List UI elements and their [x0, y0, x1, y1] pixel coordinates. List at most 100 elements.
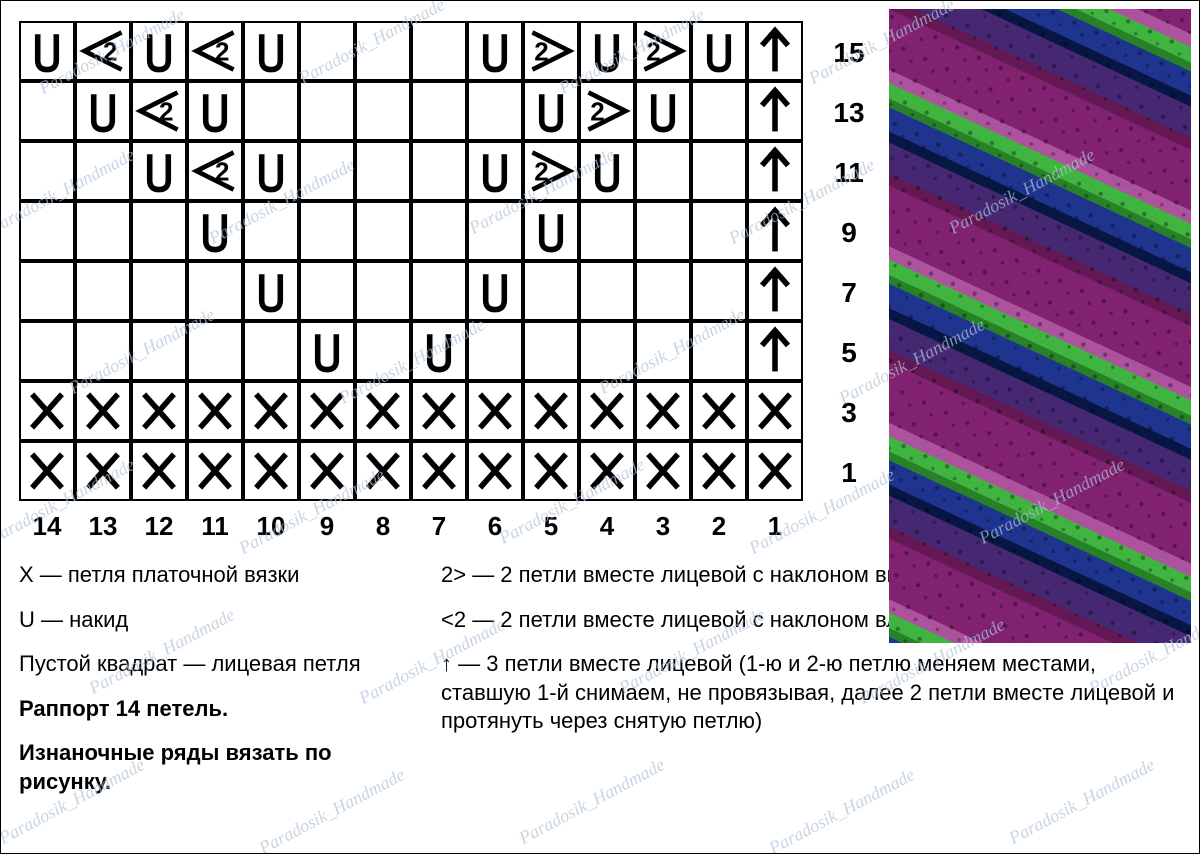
- symbol-knit: [75, 141, 131, 201]
- symbol-knit: [691, 321, 747, 381]
- symbol-knit: [691, 141, 747, 201]
- col-label: 11: [187, 511, 243, 542]
- symbol-yo-icon: [187, 201, 243, 261]
- symbol-knit: [691, 201, 747, 261]
- symbol-garter-icon: [19, 381, 75, 441]
- symbol-k2tog-icon: 2: [635, 21, 691, 81]
- symbol-knit: [467, 201, 523, 261]
- symbol-knit: [411, 201, 467, 261]
- symbol-knit: [355, 261, 411, 321]
- symbol-knit: [355, 201, 411, 261]
- svg-text:2: 2: [215, 36, 229, 66]
- symbol-knit: [75, 261, 131, 321]
- symbol-yo-icon: [635, 81, 691, 141]
- symbol-yo-icon: [691, 21, 747, 81]
- symbol-garter-icon: [131, 441, 187, 501]
- row-label: 13: [829, 97, 869, 129]
- symbol-knit: [19, 321, 75, 381]
- symbol-k2tog-icon: 2: [579, 81, 635, 141]
- symbol-garter-icon: [523, 441, 579, 501]
- symbol-knit: [243, 321, 299, 381]
- symbol-garter-icon: [243, 441, 299, 501]
- svg-text:2: 2: [646, 36, 660, 66]
- knitting-pattern-card: Paradosik_HandmadeParadosik_HandmadePara…: [0, 0, 1200, 854]
- symbol-yo-icon: [243, 141, 299, 201]
- symbol-ssk-icon: 2: [131, 81, 187, 141]
- col-label: 1: [747, 511, 803, 542]
- symbol-knit: [243, 201, 299, 261]
- svg-text:2: 2: [159, 96, 173, 126]
- symbol-knit: [187, 321, 243, 381]
- symbol-knit: [131, 261, 187, 321]
- symbol-garter-icon: [635, 381, 691, 441]
- symbol-garter-icon: [747, 441, 803, 501]
- symbol-knit: [243, 81, 299, 141]
- symbol-knit: [75, 201, 131, 261]
- symbol-yo-icon: [467, 21, 523, 81]
- symbol-garter-icon: [75, 381, 131, 441]
- legend-x: X — петля платочной вязки: [19, 561, 419, 590]
- row-label: 3: [829, 397, 869, 429]
- symbol-garter-icon: [747, 381, 803, 441]
- symbol-knit: [579, 321, 635, 381]
- symbol-knit: [635, 261, 691, 321]
- symbol-knit: [19, 201, 75, 261]
- row-label: 15: [829, 37, 869, 69]
- symbol-yo-icon: [579, 141, 635, 201]
- svg-text:2: 2: [103, 36, 117, 66]
- legend-u: U — накид: [19, 606, 419, 635]
- symbol-garter-icon: [299, 381, 355, 441]
- symbol-cdd-icon: [747, 261, 803, 321]
- col-label: 14: [19, 511, 75, 542]
- symbol-yo-icon: [411, 321, 467, 381]
- symbol-knit: [635, 321, 691, 381]
- symbol-cdd-icon: [747, 141, 803, 201]
- chart-area: 22222222 15131197531: [19, 21, 859, 501]
- symbol-yo-icon: [523, 81, 579, 141]
- symbol-knit: [299, 21, 355, 81]
- symbol-yo-icon: [243, 21, 299, 81]
- symbol-yo-icon: [467, 261, 523, 321]
- symbol-knit: [131, 321, 187, 381]
- symbol-yo-icon: [131, 21, 187, 81]
- symbol-garter-icon: [411, 441, 467, 501]
- symbol-knit: [19, 81, 75, 141]
- sample-photo-svg: [889, 9, 1191, 643]
- symbol-knit: [299, 81, 355, 141]
- symbol-yo-icon: [187, 81, 243, 141]
- symbol-knit: [299, 261, 355, 321]
- symbol-garter-icon: [579, 441, 635, 501]
- watermark-text: Paradosik_Handmade: [1006, 754, 1159, 849]
- symbol-knit: [299, 201, 355, 261]
- symbol-yo-icon: [131, 141, 187, 201]
- symbol-yo-icon: [19, 21, 75, 81]
- symbol-knit: [635, 201, 691, 261]
- symbol-knit: [523, 261, 579, 321]
- col-label: 8: [355, 511, 411, 542]
- symbol-garter-icon: [299, 441, 355, 501]
- col-label: 6: [467, 511, 523, 542]
- symbol-yo-icon: [523, 201, 579, 261]
- symbol-k2tog-icon: 2: [523, 21, 579, 81]
- symbol-garter-icon: [19, 441, 75, 501]
- symbol-k2tog-icon: 2: [523, 141, 579, 201]
- symbol-knit: [19, 261, 75, 321]
- symbol-knit: [467, 81, 523, 141]
- symbol-garter-icon: [691, 381, 747, 441]
- symbol-yo-icon: [75, 81, 131, 141]
- row-label: 7: [829, 277, 869, 309]
- col-label: 2: [691, 511, 747, 542]
- col-label: 3: [635, 511, 691, 542]
- symbol-yo-icon: [467, 141, 523, 201]
- symbol-garter-icon: [355, 381, 411, 441]
- legend-empty: Пустой квадрат — лицевая петля: [19, 650, 419, 679]
- symbol-knit: [187, 261, 243, 321]
- col-label: 13: [75, 511, 131, 542]
- col-label: 7: [411, 511, 467, 542]
- symbol-knit: [411, 141, 467, 201]
- symbol-garter-icon: [243, 381, 299, 441]
- symbol-knit: [635, 141, 691, 201]
- column-labels: 1413121110987654321: [19, 511, 803, 542]
- symbol-garter-icon: [523, 381, 579, 441]
- symbol-knit: [355, 21, 411, 81]
